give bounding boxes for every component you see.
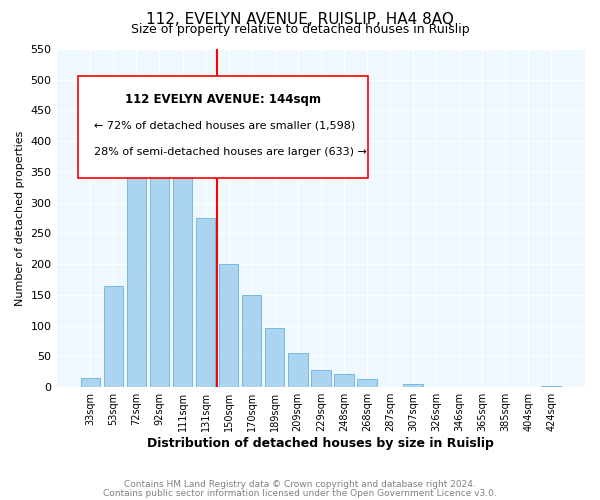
Text: Contains HM Land Registry data © Crown copyright and database right 2024.: Contains HM Land Registry data © Crown c… xyxy=(124,480,476,489)
Y-axis label: Number of detached properties: Number of detached properties xyxy=(15,130,25,306)
Bar xyxy=(104,286,123,387)
Bar xyxy=(149,126,169,387)
Bar xyxy=(288,354,308,387)
Text: 112 EVELYN AVENUE: 144sqm: 112 EVELYN AVENUE: 144sqm xyxy=(125,93,321,106)
Bar xyxy=(173,126,193,387)
Text: ← 72% of detached houses are smaller (1,598): ← 72% of detached houses are smaller (1,… xyxy=(94,120,355,130)
X-axis label: Distribution of detached houses by size in Ruislip: Distribution of detached houses by size … xyxy=(148,437,494,450)
Bar xyxy=(265,328,284,387)
Bar xyxy=(357,379,377,387)
Bar xyxy=(403,384,423,387)
Bar xyxy=(196,218,215,387)
Text: Size of property relative to detached houses in Ruislip: Size of property relative to detached ho… xyxy=(131,22,469,36)
FancyBboxPatch shape xyxy=(77,76,368,178)
Text: 28% of semi-detached houses are larger (633) →: 28% of semi-detached houses are larger (… xyxy=(94,147,367,157)
Bar xyxy=(311,370,331,387)
Bar xyxy=(219,264,238,387)
Bar xyxy=(242,295,262,387)
Text: 112, EVELYN AVENUE, RUISLIP, HA4 8AQ: 112, EVELYN AVENUE, RUISLIP, HA4 8AQ xyxy=(146,12,454,28)
Bar xyxy=(541,386,561,387)
Bar xyxy=(127,168,146,387)
Bar xyxy=(80,378,100,387)
Bar xyxy=(334,374,353,387)
Text: Contains public sector information licensed under the Open Government Licence v3: Contains public sector information licen… xyxy=(103,488,497,498)
